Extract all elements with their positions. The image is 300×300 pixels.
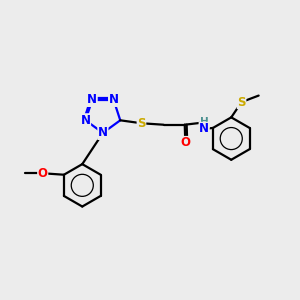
Text: O: O xyxy=(38,167,48,180)
Text: N: N xyxy=(199,122,209,135)
Text: N: N xyxy=(109,93,118,106)
Text: N: N xyxy=(80,114,91,127)
Text: S: S xyxy=(237,96,246,109)
Text: S: S xyxy=(137,117,146,130)
Text: N: N xyxy=(98,126,108,140)
Text: O: O xyxy=(180,136,190,149)
Text: N: N xyxy=(87,93,97,106)
Text: H: H xyxy=(200,117,209,128)
